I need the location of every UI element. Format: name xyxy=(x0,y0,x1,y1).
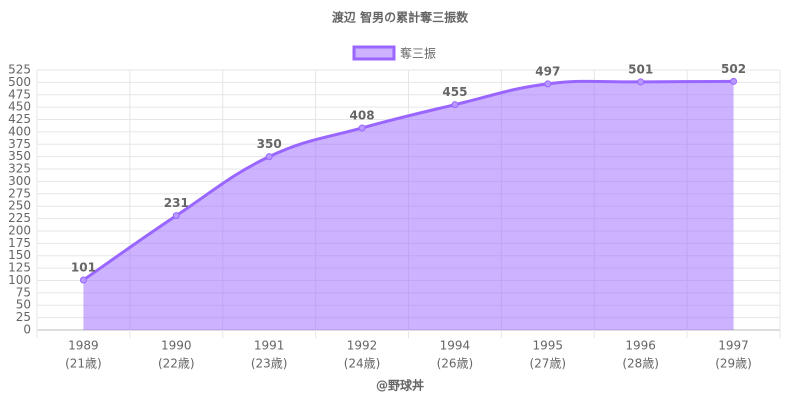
y-tick-label: 250 xyxy=(8,199,31,213)
data-label: 501 xyxy=(628,62,653,76)
y-tick-label: 450 xyxy=(8,100,31,114)
x-tick-label: 1996 xyxy=(625,339,656,353)
point xyxy=(79,276,87,284)
point xyxy=(451,101,459,109)
point xyxy=(265,153,273,161)
x-tick-label: 1994 xyxy=(440,339,471,353)
data-label: 231 xyxy=(164,196,189,210)
x-tick-sublabel: (28歳) xyxy=(622,357,659,371)
y-tick-label: 75 xyxy=(16,285,31,299)
y-tick-label: 0 xyxy=(23,323,31,337)
legend-swatch xyxy=(352,45,396,61)
chart-title: 渡辺 智男の累計奪三振数 xyxy=(332,10,469,25)
y-tick-label: 525 xyxy=(8,63,31,77)
point xyxy=(172,212,180,220)
y-tick-label: 150 xyxy=(8,248,31,262)
x-tick-sublabel: (26歳) xyxy=(437,357,474,371)
data-label: 455 xyxy=(442,85,467,99)
y-tick-label: 375 xyxy=(8,137,31,151)
x-tick-label: 1989 xyxy=(68,339,99,353)
x-tick-sublabel: (29歳) xyxy=(715,357,752,371)
y-tick-label: 400 xyxy=(8,124,31,138)
x-tick-sublabel: (27歳) xyxy=(529,357,566,371)
point xyxy=(544,80,552,88)
credit: @野球丼 xyxy=(376,378,424,393)
y-tick-label: 225 xyxy=(8,211,31,225)
x-tick-label: 1995 xyxy=(533,339,564,353)
x-tick-sublabel: (21歳) xyxy=(65,357,102,371)
x-tick-sublabel: (23歳) xyxy=(251,357,288,371)
x-tick-label: 1990 xyxy=(161,339,192,353)
x-tick-sublabel: (22歳) xyxy=(158,357,195,371)
x-tick-label: 1992 xyxy=(347,339,378,353)
y-tick-label: 50 xyxy=(16,298,31,312)
point xyxy=(358,124,366,132)
data-label: 101 xyxy=(71,260,96,274)
y-tick-label: 500 xyxy=(8,75,31,89)
y-tick-label: 300 xyxy=(8,174,31,188)
y-tick-label: 275 xyxy=(8,186,31,200)
y-tick-label: 475 xyxy=(8,87,31,101)
x-tick-sublabel: (24歳) xyxy=(344,357,381,371)
y-tick-label: 200 xyxy=(8,223,31,237)
data-label: 350 xyxy=(257,137,282,151)
y-tick-label: 350 xyxy=(8,149,31,163)
x-tick-label: 1991 xyxy=(254,339,285,353)
legend-label: 奪三振 xyxy=(400,46,436,61)
y-tick-label: 25 xyxy=(16,310,31,324)
data-label: 502 xyxy=(721,62,746,76)
data-label: 408 xyxy=(350,108,375,122)
y-tick-label: 100 xyxy=(8,273,31,287)
y-tick-label: 325 xyxy=(8,162,31,176)
x-tick-label: 1997 xyxy=(718,339,749,353)
point xyxy=(730,77,738,85)
y-tick-label: 425 xyxy=(8,112,31,126)
y-tick-label: 175 xyxy=(8,236,31,250)
area xyxy=(83,81,734,330)
y-tick-label: 125 xyxy=(8,261,31,275)
point xyxy=(637,78,645,86)
data-label: 497 xyxy=(535,64,560,78)
line xyxy=(82,79,734,282)
